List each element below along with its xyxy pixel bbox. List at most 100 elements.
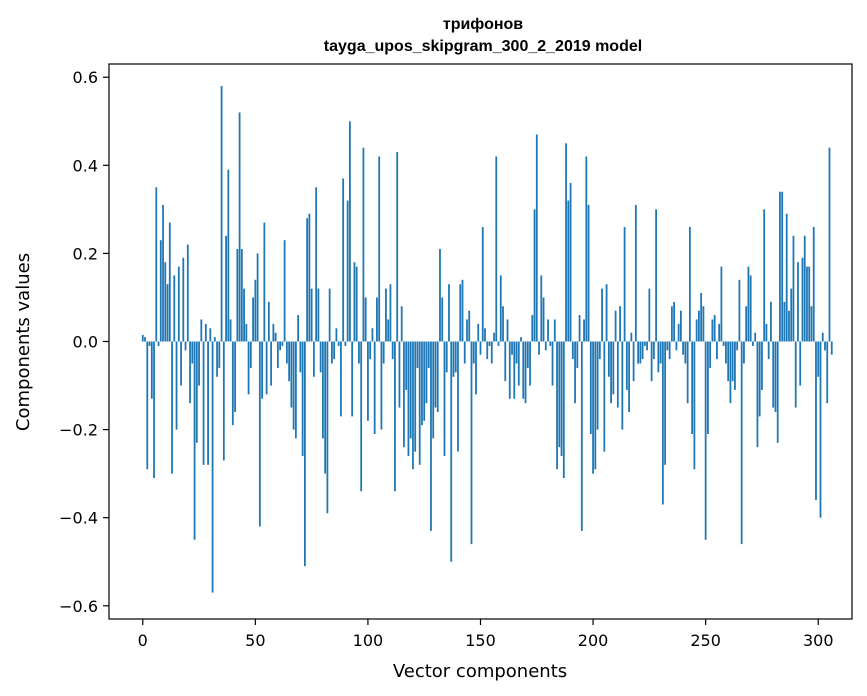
bar	[225, 235, 227, 342]
bar	[353, 262, 356, 342]
bar	[691, 341, 694, 434]
bar	[243, 288, 245, 342]
bar	[553, 319, 556, 342]
bar	[686, 341, 689, 404]
bar	[736, 341, 739, 351]
bar	[335, 328, 338, 342]
bar	[698, 310, 700, 342]
bar	[779, 191, 781, 342]
bar	[164, 262, 167, 342]
bar	[794, 341, 797, 408]
bar	[279, 341, 282, 351]
bar	[589, 341, 592, 434]
bar	[220, 86, 223, 342]
bar	[571, 341, 574, 360]
bar	[342, 178, 345, 342]
bar	[398, 341, 401, 408]
bar	[333, 341, 336, 360]
bar	[373, 341, 376, 434]
x-tick-label: 250	[690, 631, 721, 650]
bar	[499, 275, 502, 342]
bar	[747, 266, 750, 342]
bar	[358, 341, 360, 364]
bar	[607, 341, 610, 377]
bar	[808, 266, 811, 342]
bar	[765, 323, 768, 342]
bar	[819, 341, 822, 518]
bar	[191, 341, 194, 364]
bar	[175, 341, 178, 430]
bar	[321, 341, 324, 439]
bar	[535, 134, 538, 342]
bar	[470, 341, 473, 545]
bar	[740, 341, 743, 545]
bar	[346, 200, 349, 342]
bar	[481, 226, 484, 342]
bar	[416, 341, 419, 368]
bar	[222, 341, 225, 461]
bar	[538, 341, 540, 355]
bar	[637, 341, 640, 364]
chart-subtitle: tayga_upos_skipgram_300_2_2019 model	[324, 38, 642, 55]
bar	[533, 209, 536, 342]
bar	[443, 341, 446, 457]
bar	[468, 310, 471, 342]
bar	[265, 341, 268, 395]
bar	[821, 332, 824, 342]
bar	[281, 341, 284, 346]
bar	[211, 341, 214, 593]
bar	[770, 301, 772, 342]
bar	[693, 341, 696, 470]
bar	[450, 341, 453, 562]
bar	[531, 315, 534, 342]
bar	[182, 257, 185, 342]
bar	[427, 341, 430, 368]
bar	[605, 284, 608, 342]
bar	[497, 341, 500, 346]
bar	[328, 288, 331, 342]
bar	[661, 341, 664, 505]
x-tick-label: 100	[353, 631, 384, 650]
bar	[731, 341, 734, 382]
x-axis-label: Vector components	[393, 661, 567, 682]
bar	[679, 310, 682, 342]
bar	[673, 301, 676, 342]
bar	[432, 341, 435, 439]
y-axis-label: Components values	[13, 253, 34, 431]
y-tick-label: 0.0	[73, 333, 98, 352]
x-tick-label: 50	[245, 631, 265, 650]
bar	[290, 341, 293, 408]
bar	[141, 334, 144, 342]
bar	[380, 341, 383, 430]
bar	[668, 341, 671, 360]
bar	[659, 341, 662, 364]
bar	[781, 191, 784, 342]
bar	[180, 341, 182, 386]
bar	[234, 341, 236, 412]
bar	[716, 341, 718, 360]
bar	[227, 169, 230, 342]
bar	[817, 341, 820, 377]
bar	[376, 297, 378, 342]
bar	[472, 341, 475, 364]
bar	[153, 341, 155, 479]
bar	[520, 337, 522, 342]
bar	[785, 213, 788, 342]
bar	[493, 332, 495, 342]
bar	[752, 341, 754, 346]
bar	[238, 112, 241, 342]
bar	[454, 341, 457, 373]
bar	[385, 288, 387, 342]
bar	[207, 341, 209, 465]
y-tick-label: 0.6	[73, 68, 98, 87]
bar	[245, 323, 248, 342]
bar	[272, 323, 275, 342]
bar	[263, 222, 266, 342]
bar	[434, 341, 437, 408]
bar	[576, 341, 579, 368]
bar	[767, 341, 770, 360]
bar	[828, 147, 831, 342]
bar	[722, 341, 725, 346]
bar	[150, 341, 153, 399]
bar	[801, 257, 804, 342]
